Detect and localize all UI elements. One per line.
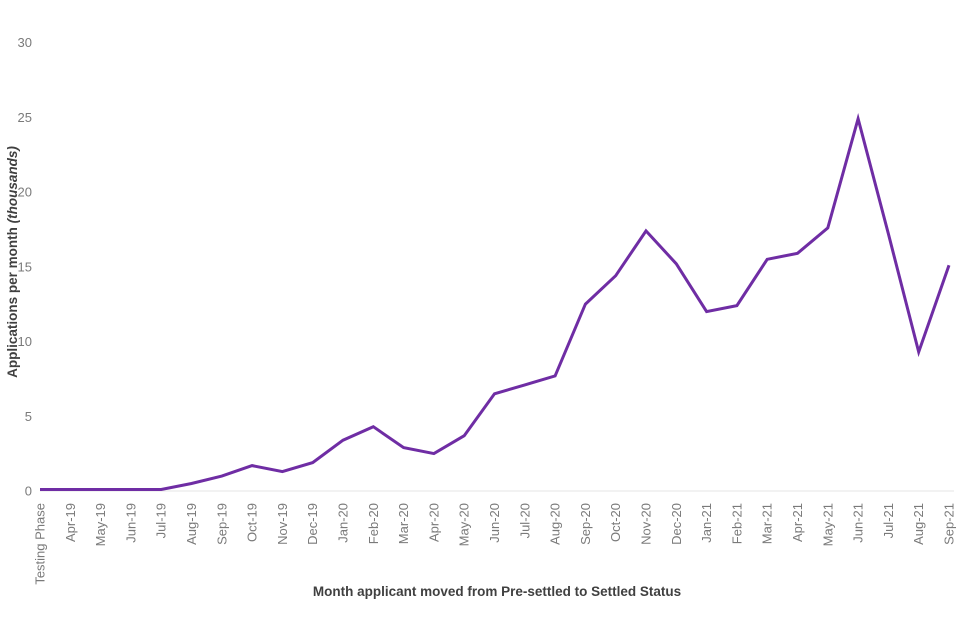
y-axis-title: Applications per month (thousands) xyxy=(5,146,20,378)
x-tick-label: Jul-20 xyxy=(517,503,532,538)
x-tick-label: Jun-19 xyxy=(123,503,138,543)
x-tick-label: Testing Phase xyxy=(33,503,48,585)
x-tick-label: Dec-19 xyxy=(305,503,320,545)
y-tick-label: 5 xyxy=(25,409,32,424)
y-tick-label: 15 xyxy=(18,259,32,274)
x-tick-label: Aug-20 xyxy=(548,503,563,545)
x-axis-title: Month applicant moved from Pre-settled t… xyxy=(313,584,681,599)
y-tick-label: 0 xyxy=(25,484,32,499)
x-tick-label: Jul-21 xyxy=(881,503,896,538)
x-tick-label: Dec-20 xyxy=(669,503,684,545)
x-tick-label: Sep-19 xyxy=(214,503,229,545)
x-tick-label: Apr-20 xyxy=(426,503,441,542)
x-tick-label: May-19 xyxy=(93,503,108,546)
x-tick-label: Jul-19 xyxy=(154,503,169,538)
y-axis-ticks: 0 5 10 15 20 25 30 xyxy=(18,35,32,499)
y-tick-label: 10 xyxy=(18,334,32,349)
x-tick-label: Feb-20 xyxy=(366,503,381,544)
x-tick-label: May-20 xyxy=(457,503,472,546)
x-tick-label: Nov-19 xyxy=(275,503,290,545)
x-tick-label: Jun-21 xyxy=(851,503,866,543)
x-axis-ticks: Testing Phase Apr-19 May-19 Jun-19 Jul-19 Aug… xyxy=(33,503,957,585)
x-tick-label: Jan-21 xyxy=(699,503,714,543)
x-tick-label: Jun-20 xyxy=(487,503,502,543)
x-tick-label: Apr-21 xyxy=(790,503,805,542)
x-tick-label: Sep-21 xyxy=(942,503,957,545)
y-axis-title-italic: (thousands) xyxy=(5,146,20,224)
x-tick-label: Nov-20 xyxy=(639,503,654,545)
y-tick-label: 20 xyxy=(18,185,32,200)
x-tick-label: Mar-20 xyxy=(396,503,411,544)
data-series-line xyxy=(40,112,951,491)
y-tick-label: 25 xyxy=(18,110,32,125)
y-axis-title-prefix: Applications per month xyxy=(5,223,20,378)
x-tick-label: Feb-21 xyxy=(729,503,744,544)
x-tick-label: Oct-20 xyxy=(608,503,623,542)
x-tick-label: Sep-20 xyxy=(578,503,593,545)
y-tick-label: 30 xyxy=(18,35,32,50)
x-tick-label: May-21 xyxy=(820,503,835,546)
x-tick-label: Aug-21 xyxy=(911,503,926,545)
x-tick-label: Jan-20 xyxy=(336,503,351,543)
x-tick-label: Oct-19 xyxy=(245,503,260,542)
x-tick-label: Apr-19 xyxy=(63,503,78,542)
x-tick-label: Aug-19 xyxy=(184,503,199,545)
x-tick-label: Mar-21 xyxy=(760,503,775,544)
